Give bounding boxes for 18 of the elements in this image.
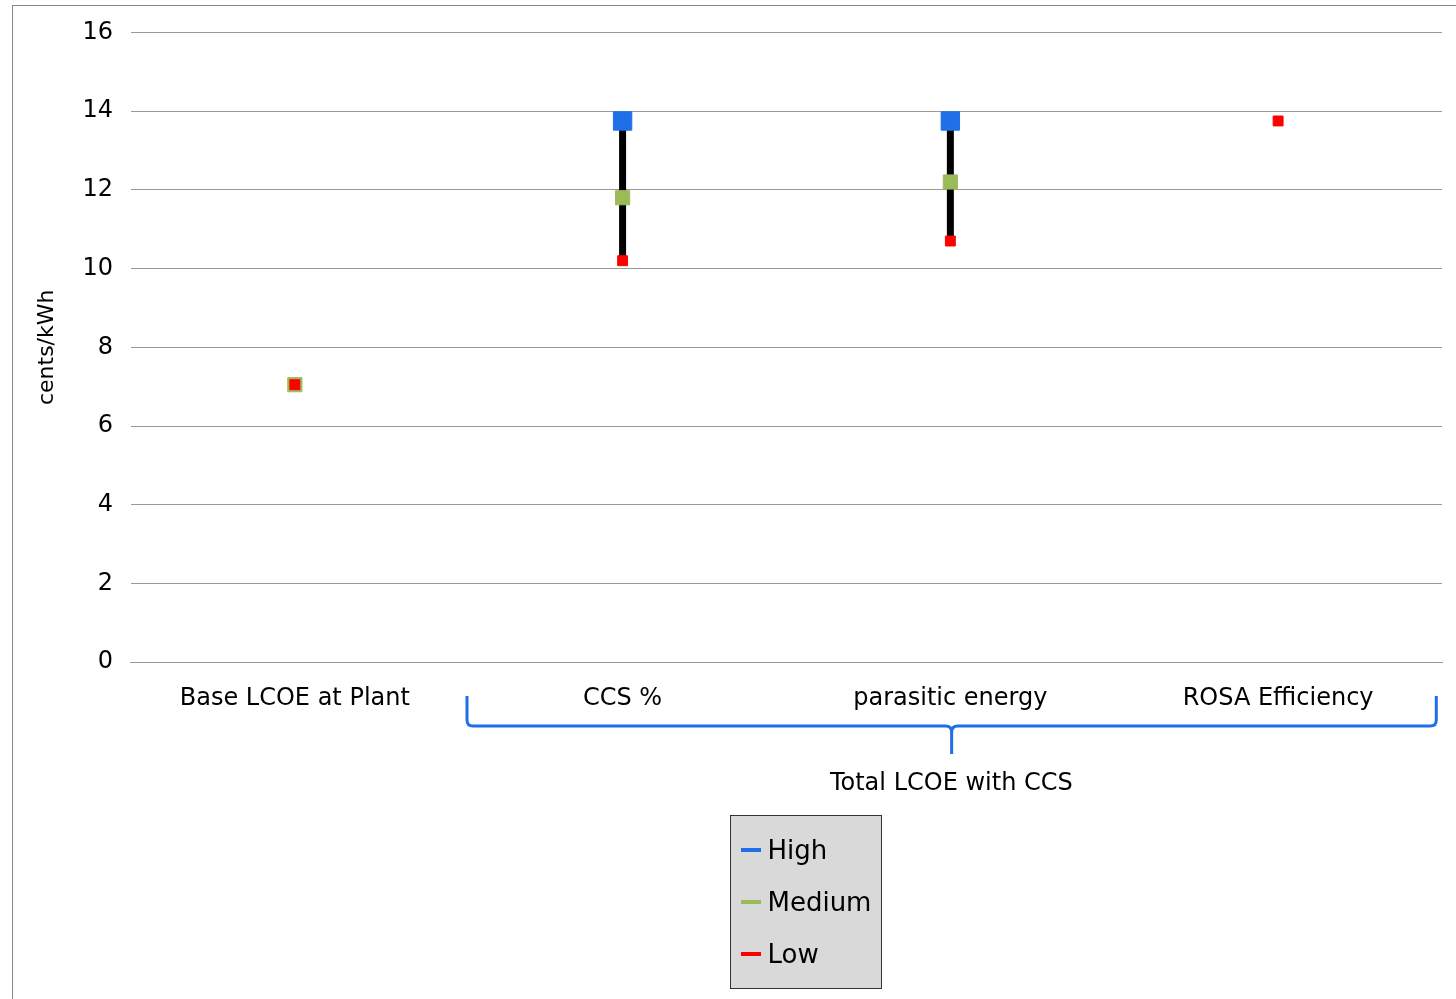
y-axis-title: cents/kWh xyxy=(32,289,58,406)
y-tick-label: 12 xyxy=(82,174,113,203)
x-tick-label: CCS % xyxy=(582,682,663,711)
y-tick-label: 0 xyxy=(97,646,113,675)
y-tick-label: 16 xyxy=(82,16,113,45)
legend-label: High xyxy=(767,835,828,866)
y-tick-label: 10 xyxy=(82,252,113,281)
x-tick-label: Base LCOE at Plant xyxy=(179,682,410,711)
y-tick-label: 8 xyxy=(97,331,113,360)
text: Total LCOE with CCS xyxy=(829,768,1073,797)
x-tick-label: ROSA Efficiency xyxy=(1182,682,1374,711)
y-tick-label: 2 xyxy=(97,567,113,596)
legend-label: Medium xyxy=(767,887,872,918)
y-tick-label: 6 xyxy=(97,410,113,439)
legend-label: Low xyxy=(767,939,819,970)
y-tick-label: 14 xyxy=(82,95,113,124)
y-tick-label: 4 xyxy=(97,488,113,517)
x-tick-label: parasitic energy xyxy=(853,682,1048,711)
